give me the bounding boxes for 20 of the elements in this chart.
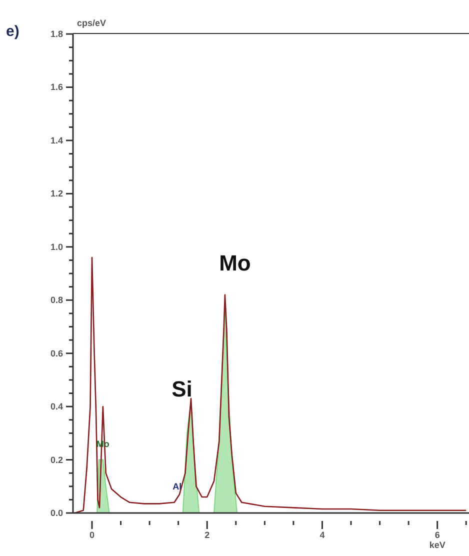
x-tick-label: 4 <box>320 530 325 540</box>
x-tick-label: 6 <box>434 530 440 540</box>
annotation: Mo <box>219 250 251 276</box>
x-axis-title: keV <box>428 540 446 550</box>
y-tick-label: 1.0 <box>50 242 63 252</box>
y-tick-label: 0.0 <box>50 508 63 518</box>
y-tick-label: 0.2 <box>50 454 63 465</box>
y-axis-title: cps/eV <box>77 18 106 28</box>
text: e) <box>6 23 20 40</box>
y-tick-label: 1.4 <box>50 135 63 146</box>
y-tick-label: 1.2 <box>50 188 63 199</box>
y-tick-label: 1.6 <box>50 82 63 92</box>
x-tick-label: 0 <box>89 530 94 540</box>
y-tick-label: 0.6 <box>50 348 63 358</box>
y-tick-label: 0.8 <box>50 295 63 306</box>
annotation: Si <box>172 376 192 402</box>
y-tick-label: 1.8 <box>50 29 63 39</box>
x-tick-label: 2 <box>204 530 210 540</box>
annotation: Al <box>172 482 182 492</box>
y-tick-label: 0.4 <box>50 402 63 412</box>
